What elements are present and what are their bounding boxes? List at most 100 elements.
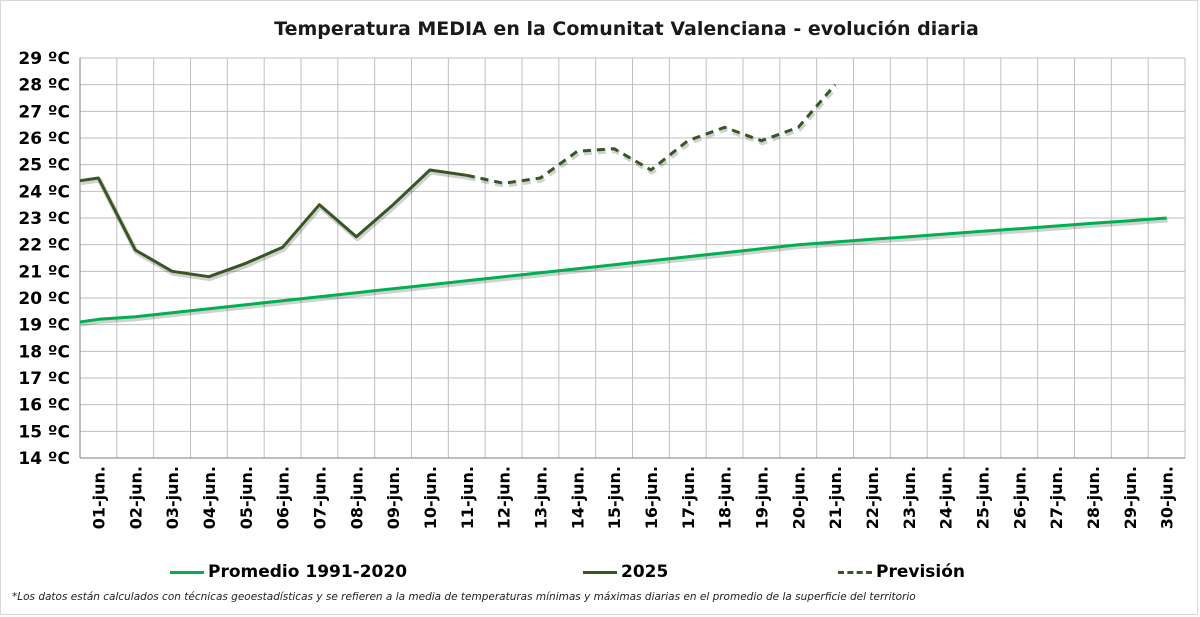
series-shadow [467,85,838,188]
data-point [1054,224,1058,228]
series-shadow [80,217,1168,327]
data-point [354,235,358,239]
data-point [686,255,690,259]
x-tick-label: 22-jun. [863,466,882,529]
data-point [465,279,469,283]
legend-label: Previsión [876,562,966,582]
data-point [759,139,763,143]
x-tick-label: 17-jun. [679,466,698,529]
data-point [391,287,395,291]
legend-item: Promedio 1991-2020 [170,562,407,582]
data-point [502,275,506,279]
y-tick-label: 14 ºC [18,449,70,469]
data-point [796,125,800,129]
data-point [391,203,395,207]
y-tick-label: 22 ºC [18,236,70,256]
data-point [317,295,321,299]
legend-label: 2025 [621,562,669,582]
data-point [502,181,506,185]
data-point [1017,227,1021,231]
legend-swatch [838,570,872,574]
data-point [317,203,321,207]
x-tick-label: 16-jun. [642,466,661,529]
x-tick-label: 03-jun. [163,466,182,529]
legend-swatch [170,570,204,574]
data-point [281,299,285,303]
y-tick-label: 24 ºC [18,182,70,202]
data-point [833,83,837,87]
data-point [428,283,432,287]
x-tick-label: 26-jun. [1010,466,1029,529]
x-tick-label: 01-jun. [89,466,108,529]
data-point [1128,219,1132,223]
data-point [944,232,948,236]
data-point [354,291,358,295]
series-line [466,83,837,185]
data-point [612,147,616,151]
chart-legend: Promedio 1991-2020 2025 Previsión [0,562,1200,586]
data-point [575,149,579,153]
x-tick-label: 20-jun. [789,466,808,529]
x-tick-label: 02-jun. [126,466,145,529]
data-point [759,247,763,251]
data-point [796,243,800,247]
series-line [79,168,468,279]
data-point [170,311,174,315]
data-point [612,263,616,267]
data-point [907,235,911,239]
x-tick-label: 08-jun. [347,466,366,529]
data-point [207,275,211,279]
x-tick-label: 14-jun. [568,466,587,529]
x-tick-label: 07-jun. [310,466,329,529]
data-point [870,237,874,241]
x-tick-label: 06-jun. [274,466,293,529]
x-tick-label: 13-jun. [531,466,550,529]
x-tick-label: 24-jun. [937,466,956,529]
data-point [133,315,137,319]
x-tick-label: 30-jun. [1158,466,1177,529]
x-tick-label: 10-jun. [421,466,440,529]
data-point [538,271,542,275]
y-tick-label: 21 ºC [18,262,70,282]
y-tick-label: 28 ºC [18,76,70,96]
x-tick-label: 04-jun. [200,466,219,529]
y-tick-label: 26 ºC [18,129,70,149]
y-tick-label: 15 ºC [18,422,70,442]
x-tick-label: 19-jun. [752,466,771,529]
data-point [170,269,174,273]
data-point [96,176,100,180]
series-line [79,216,1167,324]
legend-item: Previsión [838,562,965,582]
data-point [538,176,542,180]
data-point [1091,221,1095,225]
data-point [207,307,211,311]
y-tick-label: 17 ºC [18,369,70,389]
chart-title: Temperatura MEDIA en la Comunitat Valenc… [274,18,979,40]
x-tick-label: 27-jun. [1047,466,1066,529]
legend-item: 2025 [583,562,668,582]
data-point [465,173,469,177]
x-tick-label: 21-jun. [826,466,845,529]
y-tick-label: 16 ºC [18,396,70,416]
data-point [833,240,837,244]
x-tick-label: 15-jun. [605,466,624,529]
data-point [575,267,579,271]
y-tick-label: 23 ºC [18,209,70,229]
data-point [649,259,653,263]
data-point [980,229,984,233]
x-tick-label: 28-jun. [1084,466,1103,529]
x-tick-label: 11-jun. [458,466,477,529]
y-tick-label: 29 ºC [18,49,70,69]
data-point [723,251,727,255]
x-tick-label: 05-jun. [237,466,256,529]
x-tick-label: 12-jun. [495,466,514,529]
y-tick-label: 18 ºC [18,342,70,362]
data-point [428,168,432,172]
data-point [96,317,100,321]
data-point [649,168,653,172]
data-point [723,125,727,129]
y-tick-label: 27 ºC [18,102,70,122]
footnote: *Los datos están calculados con técnicas… [12,591,916,603]
